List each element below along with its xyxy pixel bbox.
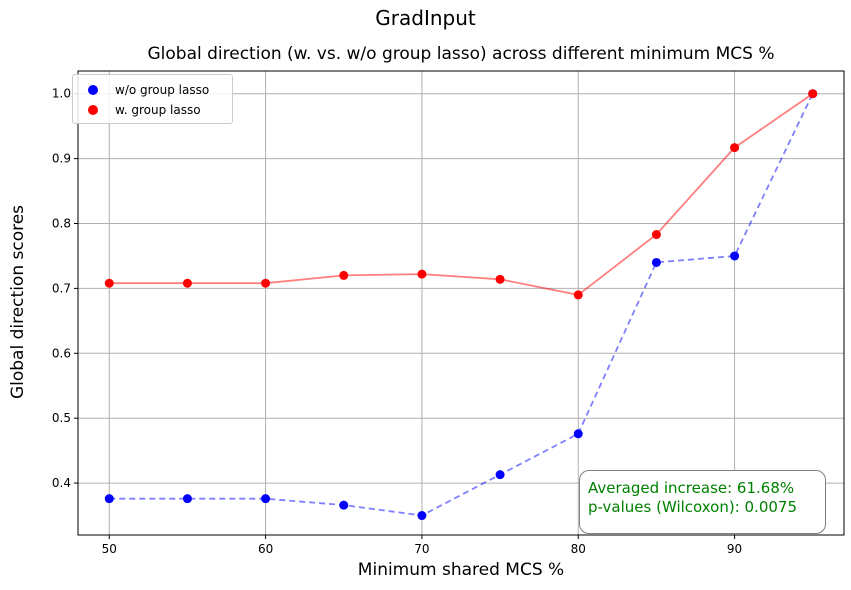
data-point-1-5	[495, 274, 505, 284]
data-point-1-1	[182, 278, 192, 288]
legend-label-wo: w/o group lasso	[115, 83, 210, 97]
x-tick-label: 90	[727, 542, 742, 556]
legend-marker-w	[88, 105, 98, 115]
data-point-0-3	[339, 500, 349, 510]
data-point-0-1	[182, 494, 192, 504]
stats-annotation: Averaged increase: 61.68% p-values (Wilc…	[579, 470, 826, 534]
data-point-1-4	[417, 269, 427, 279]
y-tick-label: 0.6	[52, 346, 71, 360]
data-point-1-0	[104, 278, 114, 288]
tick-layer: 50 60 70 80 90 0.4 0.5 0.6 0.7 0.8 0.9 1.0	[52, 87, 742, 556]
figure-suptitle: GradInput	[375, 6, 476, 30]
legend-entry-w: w. group lasso	[73, 101, 201, 119]
y-tick-label: 0.9	[52, 152, 71, 166]
legend-entry-wo: w/o group lasso	[73, 81, 209, 99]
data-point-0-0	[104, 494, 114, 504]
data-point-0-7	[651, 257, 661, 267]
series-line-0	[109, 93, 814, 517]
data-point-0-5	[495, 470, 505, 480]
grid-lines	[78, 71, 844, 535]
axes-frame	[77, 70, 845, 536]
y-tick-label: 0.7	[52, 281, 71, 295]
x-tick-label: 50	[102, 542, 117, 556]
data-point-1-2	[261, 278, 271, 288]
data-point-0-2	[261, 494, 271, 504]
x-axis-label: Minimum shared MCS %	[357, 560, 565, 580]
y-tick-label: 0.8	[52, 217, 71, 231]
y-axis-label: Global direction scores	[8, 204, 28, 400]
annotation-line-2: p-values (Wilcoxon): 0.0075	[588, 498, 797, 516]
data-point-1-8	[730, 143, 740, 153]
chart-title: Global direction (w. vs. w/o group lasso…	[147, 44, 775, 64]
x-tick-label: 70	[414, 542, 429, 556]
legend: w/o group lasso w. group lasso	[72, 74, 233, 124]
data-point-0-8	[730, 251, 740, 261]
y-tick-label: 0.5	[52, 411, 71, 425]
data-point-1-3	[339, 270, 349, 280]
data-point-1-7	[651, 230, 661, 240]
legend-marker-wo	[88, 85, 98, 95]
x-tick-label: 60	[258, 542, 273, 556]
y-tick-label: 1.0	[52, 87, 71, 101]
series-layer	[104, 89, 818, 521]
data-point-0-4	[417, 511, 427, 521]
legend-label-w: w. group lasso	[115, 103, 201, 117]
data-point-1-9	[808, 89, 818, 99]
series-line-1	[109, 92, 814, 296]
data-point-1-6	[573, 290, 583, 300]
y-tick-label: 0.4	[52, 476, 71, 490]
annotation-line-1: Averaged increase: 61.68%	[588, 479, 795, 497]
x-tick-label: 80	[571, 542, 586, 556]
data-point-0-6	[573, 429, 583, 439]
